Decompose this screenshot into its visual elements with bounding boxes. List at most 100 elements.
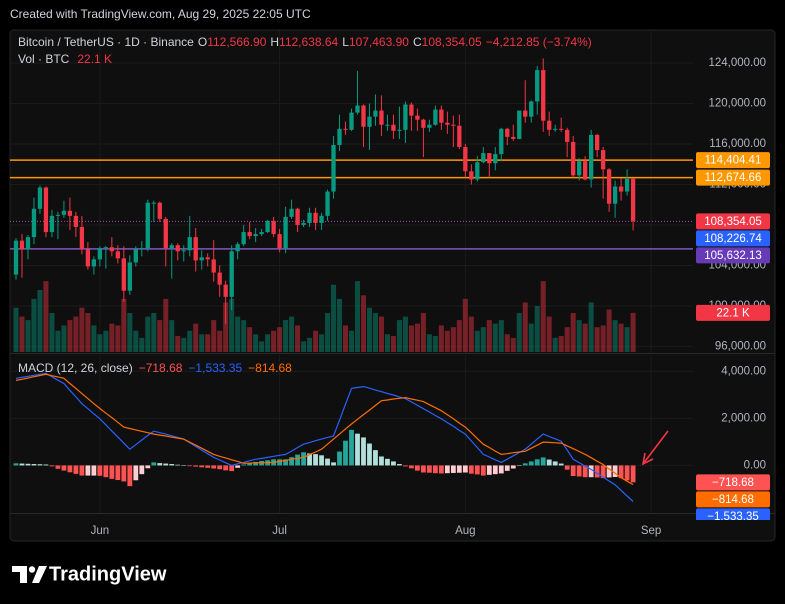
volume-bar	[289, 316, 295, 352]
signal-line	[15, 373, 634, 486]
histogram-bar	[73, 465, 79, 474]
volume-bar	[193, 323, 199, 352]
histogram-bar	[546, 459, 552, 466]
candle-body	[630, 178, 636, 222]
volume-bar	[217, 330, 223, 352]
x-tick-label: Aug	[455, 525, 475, 537]
histogram-bar	[67, 465, 73, 473]
volume-bar	[546, 316, 552, 352]
volume-bar	[552, 337, 558, 352]
created-note: Created with TradingView.com, Aug 29, 20…	[10, 7, 311, 21]
histogram-bar	[25, 463, 31, 466]
volume-bar	[337, 298, 343, 352]
price-tag	[696, 491, 770, 508]
volume-bar	[115, 325, 121, 352]
histogram-bar	[594, 465, 600, 478]
price-tag	[696, 213, 770, 230]
volume-bar	[43, 281, 49, 352]
logo-mark	[12, 566, 27, 583]
histogram-bar	[253, 461, 259, 466]
candle-body	[325, 191, 330, 216]
volume-bar	[145, 316, 151, 352]
x-tick-label: Sep	[641, 525, 661, 537]
histogram-bar	[474, 465, 480, 475]
candle-body	[241, 232, 246, 245]
candle-body	[91, 259, 97, 267]
volume-bar	[205, 334, 211, 352]
volume-bar	[468, 316, 474, 352]
candle-body	[265, 220, 270, 233]
histogram-bar	[193, 465, 199, 467]
volume-bar	[91, 325, 97, 352]
candle-body	[517, 110, 522, 139]
panel	[9, 29, 776, 542]
volume-bar	[450, 327, 456, 352]
hist-value: −718.68	[138, 361, 183, 375]
volume-bar	[331, 284, 337, 352]
volume-bar	[283, 320, 289, 352]
annotation-arrow	[641, 430, 669, 466]
price-tag-label: 105,632.13	[704, 250, 762, 262]
candle-body	[379, 110, 384, 125]
histogram-bar	[606, 465, 612, 478]
histogram-bar	[319, 455, 324, 466]
volume-bar	[462, 298, 468, 352]
price-tag	[696, 247, 770, 264]
candle-body	[43, 187, 49, 233]
candle-body	[463, 147, 468, 172]
volume-bar	[432, 336, 438, 352]
ohlc-value: 108,354.05	[421, 35, 482, 49]
volume-bar	[97, 334, 103, 352]
volume-bar	[390, 336, 396, 352]
volume-bar	[133, 330, 139, 352]
volume-bar	[564, 327, 570, 352]
volume-bar	[516, 313, 522, 352]
histogram-bar	[325, 458, 330, 466]
candle-body	[49, 215, 55, 233]
y-tick-label: 96,000.00	[715, 340, 766, 352]
histogram-bar	[301, 452, 306, 466]
volume-bar	[229, 298, 235, 352]
macd-line	[15, 372, 634, 502]
candle-body	[103, 247, 109, 249]
histogram-bar	[85, 465, 91, 476]
candle-body	[199, 257, 204, 261]
candle-body	[612, 186, 618, 204]
volume-bar	[384, 334, 390, 352]
macd-value: −1,533.35	[188, 361, 243, 375]
price-tag	[696, 169, 770, 186]
histogram-bar	[61, 465, 67, 471]
volume-bar	[426, 334, 432, 352]
histogram-bar	[630, 465, 636, 483]
histogram-bar	[576, 465, 582, 477]
candle-body	[433, 109, 438, 125]
candle-body	[571, 141, 576, 176]
histogram-bar	[187, 465, 193, 467]
histogram-bar	[438, 465, 444, 474]
candle-body	[594, 134, 600, 151]
volume-bar	[498, 320, 504, 352]
histogram-bar	[139, 465, 145, 475]
histogram-bar	[468, 465, 474, 474]
candle-body	[253, 234, 258, 237]
histogram-bar	[361, 437, 366, 466]
histogram-bar	[588, 465, 594, 478]
candle-body	[175, 245, 180, 252]
volume-bar	[139, 337, 145, 352]
histogram-bar	[498, 465, 504, 474]
volume-bar	[295, 325, 301, 352]
histogram-bar	[337, 451, 342, 466]
histogram-bar	[199, 465, 205, 468]
volume-bar	[558, 336, 564, 352]
volume-bar	[588, 302, 594, 352]
candle-body	[373, 110, 378, 117]
candle-body	[457, 125, 462, 148]
ohlc-key: H	[270, 35, 280, 49]
candle-body	[121, 258, 126, 291]
candle-body	[624, 178, 630, 192]
candle-body	[385, 124, 390, 126]
candle-body	[535, 70, 540, 102]
candle-body	[139, 248, 144, 250]
price-tag-label: −718.68	[712, 477, 754, 489]
